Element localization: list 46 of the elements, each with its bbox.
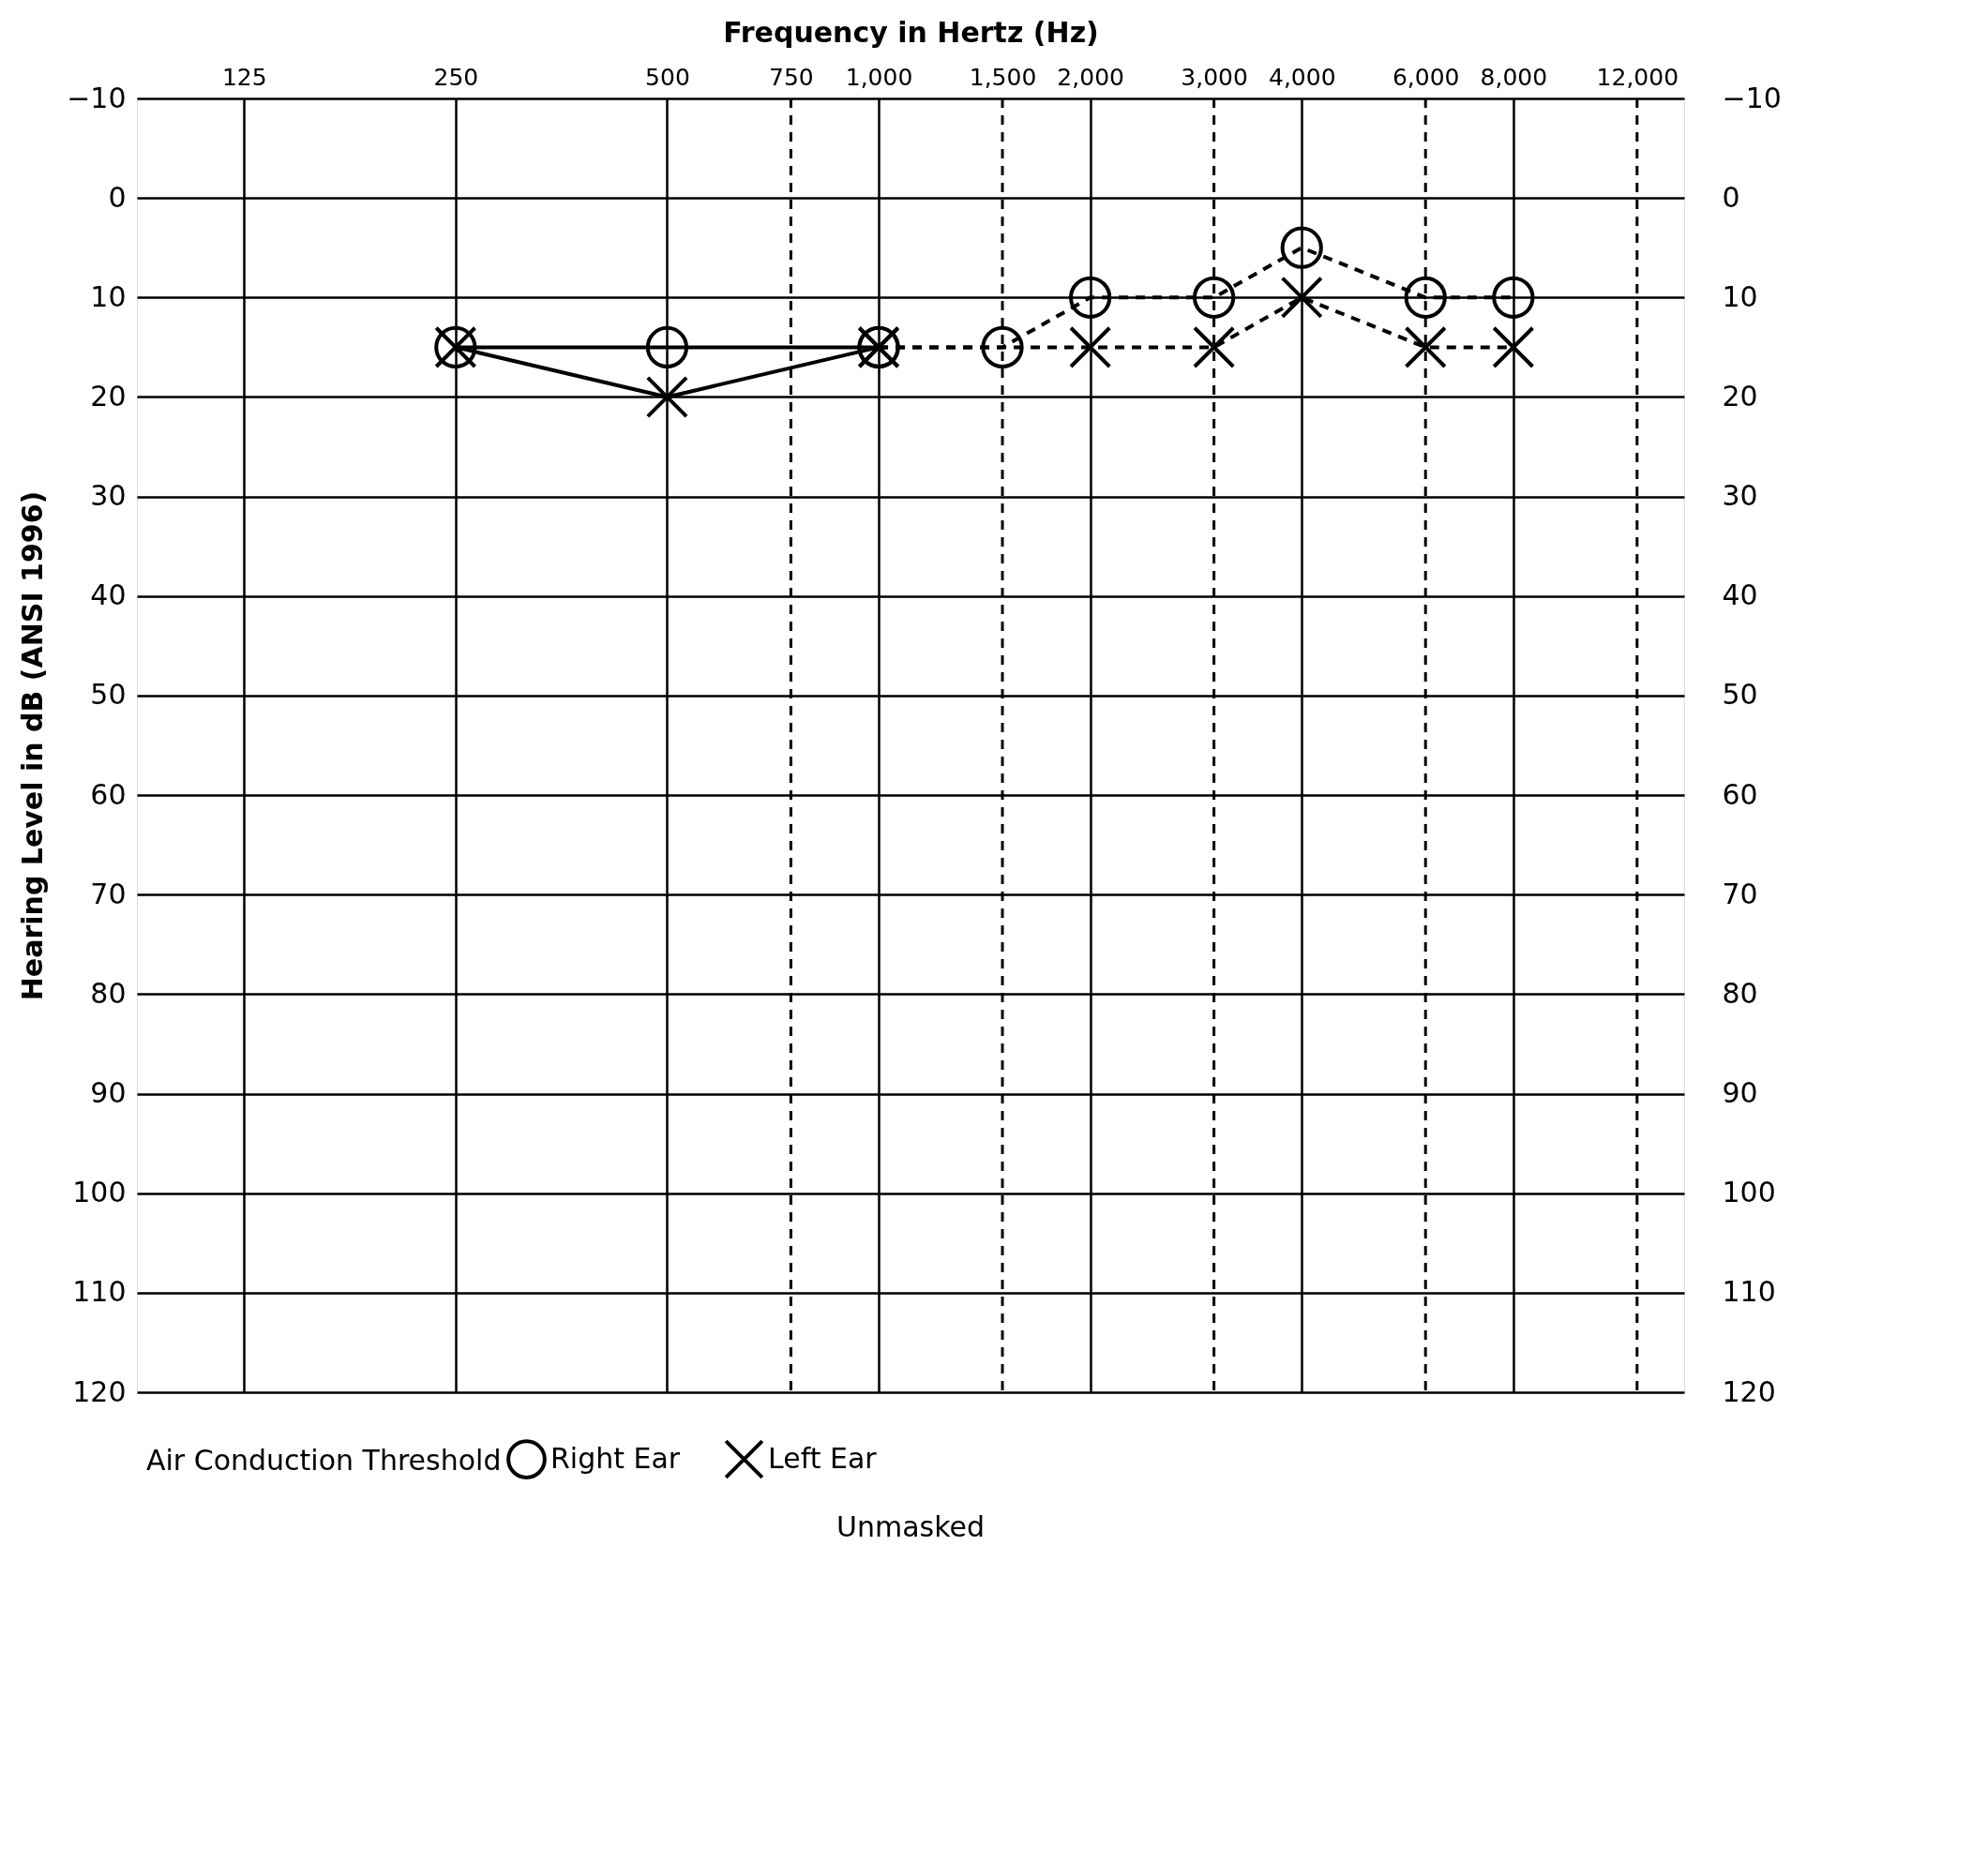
y2-tick-label: 90	[1722, 1076, 1758, 1110]
y-tick-label: 30	[90, 479, 127, 513]
text: Unmasked	[835, 1510, 986, 1543]
y-tick-label: 60	[90, 777, 127, 811]
y-tick-label: 0	[108, 180, 127, 214]
y-tick-label: −10	[67, 81, 127, 114]
x-tick-label: 3,000	[1181, 63, 1248, 91]
legend-label: Left Ear	[768, 1441, 878, 1475]
x-tick-label: 1,000	[845, 63, 913, 91]
y2-tick-label: 60	[1722, 777, 1758, 811]
y-tick-label: 20	[90, 379, 127, 413]
y-tick-label: 80	[90, 976, 127, 1010]
y2-tick-label: 100	[1722, 1176, 1776, 1209]
y-tick-label: 90	[90, 1076, 127, 1110]
x-tick-label: 6,000	[1392, 63, 1460, 91]
x-tick-label: 4,000	[1268, 63, 1336, 91]
y-axis-title: Hearing Level in dB (ANSI 1996)	[16, 490, 50, 1001]
y2-tick-label: 110	[1722, 1275, 1776, 1309]
y-tick-label: 110	[72, 1275, 127, 1309]
x-tick-label: 250	[433, 63, 479, 91]
x-tick-label: 1,500	[969, 63, 1037, 91]
y2-tick-label: 50	[1722, 678, 1758, 712]
x-tick-label: 8,000	[1480, 63, 1548, 91]
x-tick-label: 2,000	[1057, 63, 1124, 91]
y2-tick-label: 20	[1722, 379, 1758, 413]
y-tick-label: 50	[90, 678, 127, 712]
x-tick-label: 750	[769, 63, 814, 91]
x-axis-title: Frequency in Hertz (Hz)	[723, 15, 1099, 49]
x-tick-label: 125	[221, 63, 267, 91]
y-tick-label: 100	[72, 1176, 127, 1209]
y-tick-label: 10	[90, 279, 127, 313]
y2-tick-label: 70	[1722, 877, 1758, 910]
y2-tick-label: 40	[1722, 578, 1758, 612]
y2-tick-label: 120	[1722, 1374, 1776, 1408]
y2-tick-label: −10	[1722, 81, 1782, 114]
y2-tick-label: 80	[1722, 976, 1758, 1010]
x-tick-label: 500	[645, 63, 690, 91]
x-tick-label: 12,000	[1596, 63, 1679, 91]
y-tick-label: 40	[90, 578, 127, 612]
legend-label: Right Ear	[550, 1441, 681, 1475]
y2-tick-label: 10	[1722, 279, 1758, 313]
y2-tick-label: 0	[1722, 180, 1740, 214]
y2-tick-label: 30	[1722, 479, 1758, 513]
y-tick-label: 70	[90, 877, 127, 910]
y-tick-label: 120	[72, 1374, 127, 1408]
legend-title: Air Conduction Threshold	[146, 1444, 502, 1477]
